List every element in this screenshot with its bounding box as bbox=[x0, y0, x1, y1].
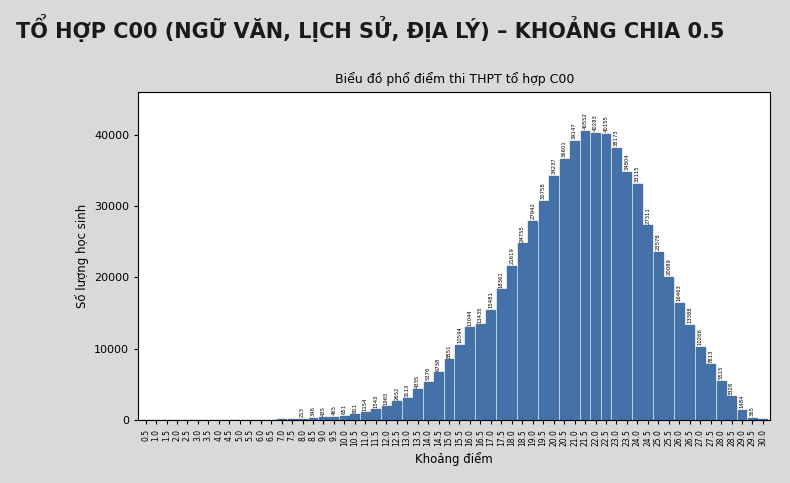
Text: 10266: 10266 bbox=[698, 328, 702, 345]
Text: 40552: 40552 bbox=[582, 113, 588, 129]
Bar bbox=[581, 131, 589, 420]
Text: 15481: 15481 bbox=[488, 291, 494, 308]
Bar bbox=[758, 419, 767, 420]
Text: 6738: 6738 bbox=[436, 357, 441, 370]
Text: 346: 346 bbox=[310, 406, 315, 416]
Text: 34237: 34237 bbox=[551, 158, 556, 174]
Bar bbox=[727, 397, 736, 420]
Text: 465: 465 bbox=[332, 405, 337, 415]
Text: 34804: 34804 bbox=[624, 154, 630, 170]
Text: 18361: 18361 bbox=[498, 271, 504, 288]
Bar bbox=[549, 176, 558, 420]
Bar bbox=[423, 382, 433, 420]
Bar bbox=[371, 409, 380, 420]
Bar bbox=[361, 412, 370, 420]
Bar bbox=[309, 418, 318, 420]
Text: 39147: 39147 bbox=[572, 123, 577, 139]
Text: 23578: 23578 bbox=[656, 234, 660, 250]
Text: 1965: 1965 bbox=[384, 391, 389, 405]
Text: 16463: 16463 bbox=[677, 284, 682, 301]
Text: 24755: 24755 bbox=[520, 225, 525, 242]
Text: 3328: 3328 bbox=[729, 382, 734, 395]
X-axis label: Khoảng điểm: Khoảng điểm bbox=[416, 452, 493, 466]
Bar bbox=[591, 133, 600, 420]
Text: 5376: 5376 bbox=[426, 367, 431, 381]
Y-axis label: Số lượng học sinh: Số lượng học sinh bbox=[74, 204, 88, 308]
Bar bbox=[717, 381, 725, 420]
Text: 811: 811 bbox=[352, 403, 357, 413]
Bar bbox=[570, 141, 579, 420]
Bar bbox=[633, 184, 641, 420]
Bar bbox=[329, 417, 338, 420]
Text: TỔ HỢP C00 (NGỮ VĂN, LỊCH SỬ, ĐỊA LÝ) – KHOẢNG CHIA 0.5: TỔ HỢP C00 (NGỮ VĂN, LỊCH SỬ, ĐỊA LÝ) – … bbox=[16, 14, 724, 43]
Text: 27311: 27311 bbox=[645, 207, 650, 224]
Text: 1484: 1484 bbox=[739, 395, 744, 408]
Bar bbox=[288, 419, 296, 420]
Bar bbox=[748, 418, 757, 420]
Bar bbox=[277, 419, 286, 420]
Bar bbox=[664, 277, 673, 420]
Bar bbox=[696, 347, 705, 420]
Text: 40283: 40283 bbox=[593, 114, 598, 131]
Text: 8551: 8551 bbox=[446, 344, 452, 358]
Text: 40155: 40155 bbox=[604, 115, 608, 132]
Text: 1543: 1543 bbox=[373, 395, 378, 408]
Bar bbox=[445, 359, 453, 420]
Bar bbox=[706, 365, 715, 420]
Bar bbox=[465, 327, 474, 420]
Text: 33115: 33115 bbox=[635, 166, 640, 183]
Bar bbox=[654, 252, 663, 420]
Text: 365: 365 bbox=[750, 406, 755, 416]
Bar bbox=[340, 415, 349, 420]
Bar bbox=[393, 401, 401, 420]
Bar bbox=[601, 133, 611, 420]
Bar bbox=[685, 325, 694, 420]
Text: 7813: 7813 bbox=[708, 350, 713, 363]
Bar bbox=[413, 389, 422, 420]
Bar bbox=[435, 372, 443, 420]
Bar bbox=[476, 324, 485, 420]
Bar bbox=[298, 419, 307, 420]
Bar bbox=[539, 200, 547, 420]
Bar bbox=[351, 414, 359, 420]
Bar bbox=[403, 398, 412, 420]
Text: 38173: 38173 bbox=[614, 129, 619, 146]
Text: 27942: 27942 bbox=[530, 202, 536, 219]
Title: Biểu đồ phổ điểm thi THPT tổ hợp C00: Biểu đồ phổ điểm thi THPT tổ hợp C00 bbox=[334, 72, 574, 86]
Text: 13044: 13044 bbox=[468, 309, 472, 326]
Bar bbox=[623, 172, 631, 420]
Text: 13388: 13388 bbox=[687, 307, 692, 323]
Text: 20089: 20089 bbox=[666, 258, 672, 275]
Text: 2652: 2652 bbox=[394, 386, 399, 400]
Text: 30758: 30758 bbox=[540, 183, 546, 199]
Text: 36601: 36601 bbox=[562, 141, 566, 157]
Text: 5515: 5515 bbox=[719, 366, 724, 380]
Bar bbox=[529, 221, 537, 420]
Bar bbox=[487, 310, 495, 420]
Text: 10594: 10594 bbox=[457, 326, 462, 343]
Text: 4335: 4335 bbox=[415, 375, 420, 388]
Text: 13435: 13435 bbox=[478, 306, 483, 323]
Text: 1154: 1154 bbox=[363, 397, 368, 411]
Text: 435: 435 bbox=[321, 406, 326, 416]
Bar bbox=[738, 410, 747, 420]
Bar bbox=[319, 417, 328, 420]
Text: 651: 651 bbox=[342, 404, 347, 414]
Text: 3113: 3113 bbox=[404, 384, 410, 397]
Bar bbox=[382, 406, 391, 420]
Bar bbox=[675, 303, 683, 420]
Bar bbox=[643, 225, 653, 420]
Bar bbox=[612, 148, 621, 420]
Bar bbox=[559, 159, 569, 420]
Bar bbox=[517, 243, 527, 420]
Bar bbox=[455, 344, 464, 420]
Text: 213: 213 bbox=[300, 407, 305, 417]
Text: 21619: 21619 bbox=[510, 248, 514, 264]
Bar bbox=[507, 266, 516, 420]
Bar bbox=[497, 289, 506, 420]
